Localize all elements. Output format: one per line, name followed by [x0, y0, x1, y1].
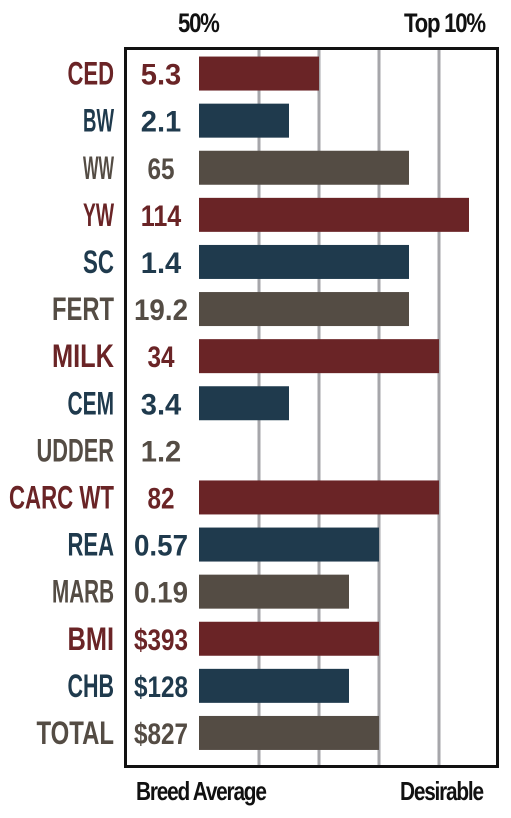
trait-label: TOTAL: [37, 715, 115, 751]
value-label: $128: [134, 671, 188, 704]
value-label: 1.2: [141, 435, 182, 468]
footer-desirable: Desirable: [400, 776, 484, 806]
value-label: 34: [148, 341, 175, 374]
trait-label: MILK: [52, 338, 114, 374]
trait-label: BW: [83, 103, 114, 139]
value-label: $393: [134, 624, 188, 657]
bar-milk: [199, 339, 439, 374]
value-label: 3.4: [141, 388, 182, 421]
trait-label: SC: [83, 244, 114, 280]
value-label: 5.3: [141, 59, 182, 92]
trait-label: CED: [68, 56, 115, 92]
trait-label: YW: [83, 197, 114, 233]
trait-label: REA: [68, 527, 115, 563]
bar-chb: [199, 668, 349, 703]
trait-label: WW: [83, 150, 114, 186]
bar-yw: [199, 197, 469, 232]
bar-bmi: [199, 621, 379, 656]
value-label: 114: [141, 200, 182, 233]
trait-label: UDDER: [37, 432, 115, 468]
bar-ww: [199, 150, 409, 185]
value-label: 0.57: [134, 530, 188, 563]
bar-ced: [199, 56, 319, 91]
header-50-percent: 50%: [178, 8, 220, 38]
chart-frame: [124, 47, 499, 768]
bar-bw: [199, 103, 289, 138]
value-label: 0.19: [134, 577, 188, 610]
footer-breed-average: Breed Average: [136, 776, 267, 806]
trait-label: FERT: [52, 291, 114, 327]
trait-label: CHB: [68, 668, 115, 704]
value-label: 65: [148, 153, 175, 186]
trait-label: CARC WT: [9, 479, 114, 515]
bar-rea: [199, 527, 379, 562]
bar-sc: [199, 244, 409, 279]
trait-label: CEM: [68, 385, 115, 421]
value-label: 19.2: [134, 294, 188, 327]
bar-cem: [199, 386, 289, 421]
value-label: 82: [148, 482, 175, 515]
trait-label: MARB: [52, 574, 114, 610]
value-label: $827: [134, 718, 188, 751]
trait-label: BMI: [68, 621, 115, 657]
bar-marb: [199, 574, 349, 609]
header-top-10-percent: Top 10%: [404, 8, 486, 38]
bar-total: [199, 715, 379, 750]
value-label: 1.4: [141, 247, 182, 280]
bar-fert: [199, 292, 409, 327]
value-label: 2.1: [141, 106, 182, 139]
bar-carc-wt: [199, 480, 439, 515]
